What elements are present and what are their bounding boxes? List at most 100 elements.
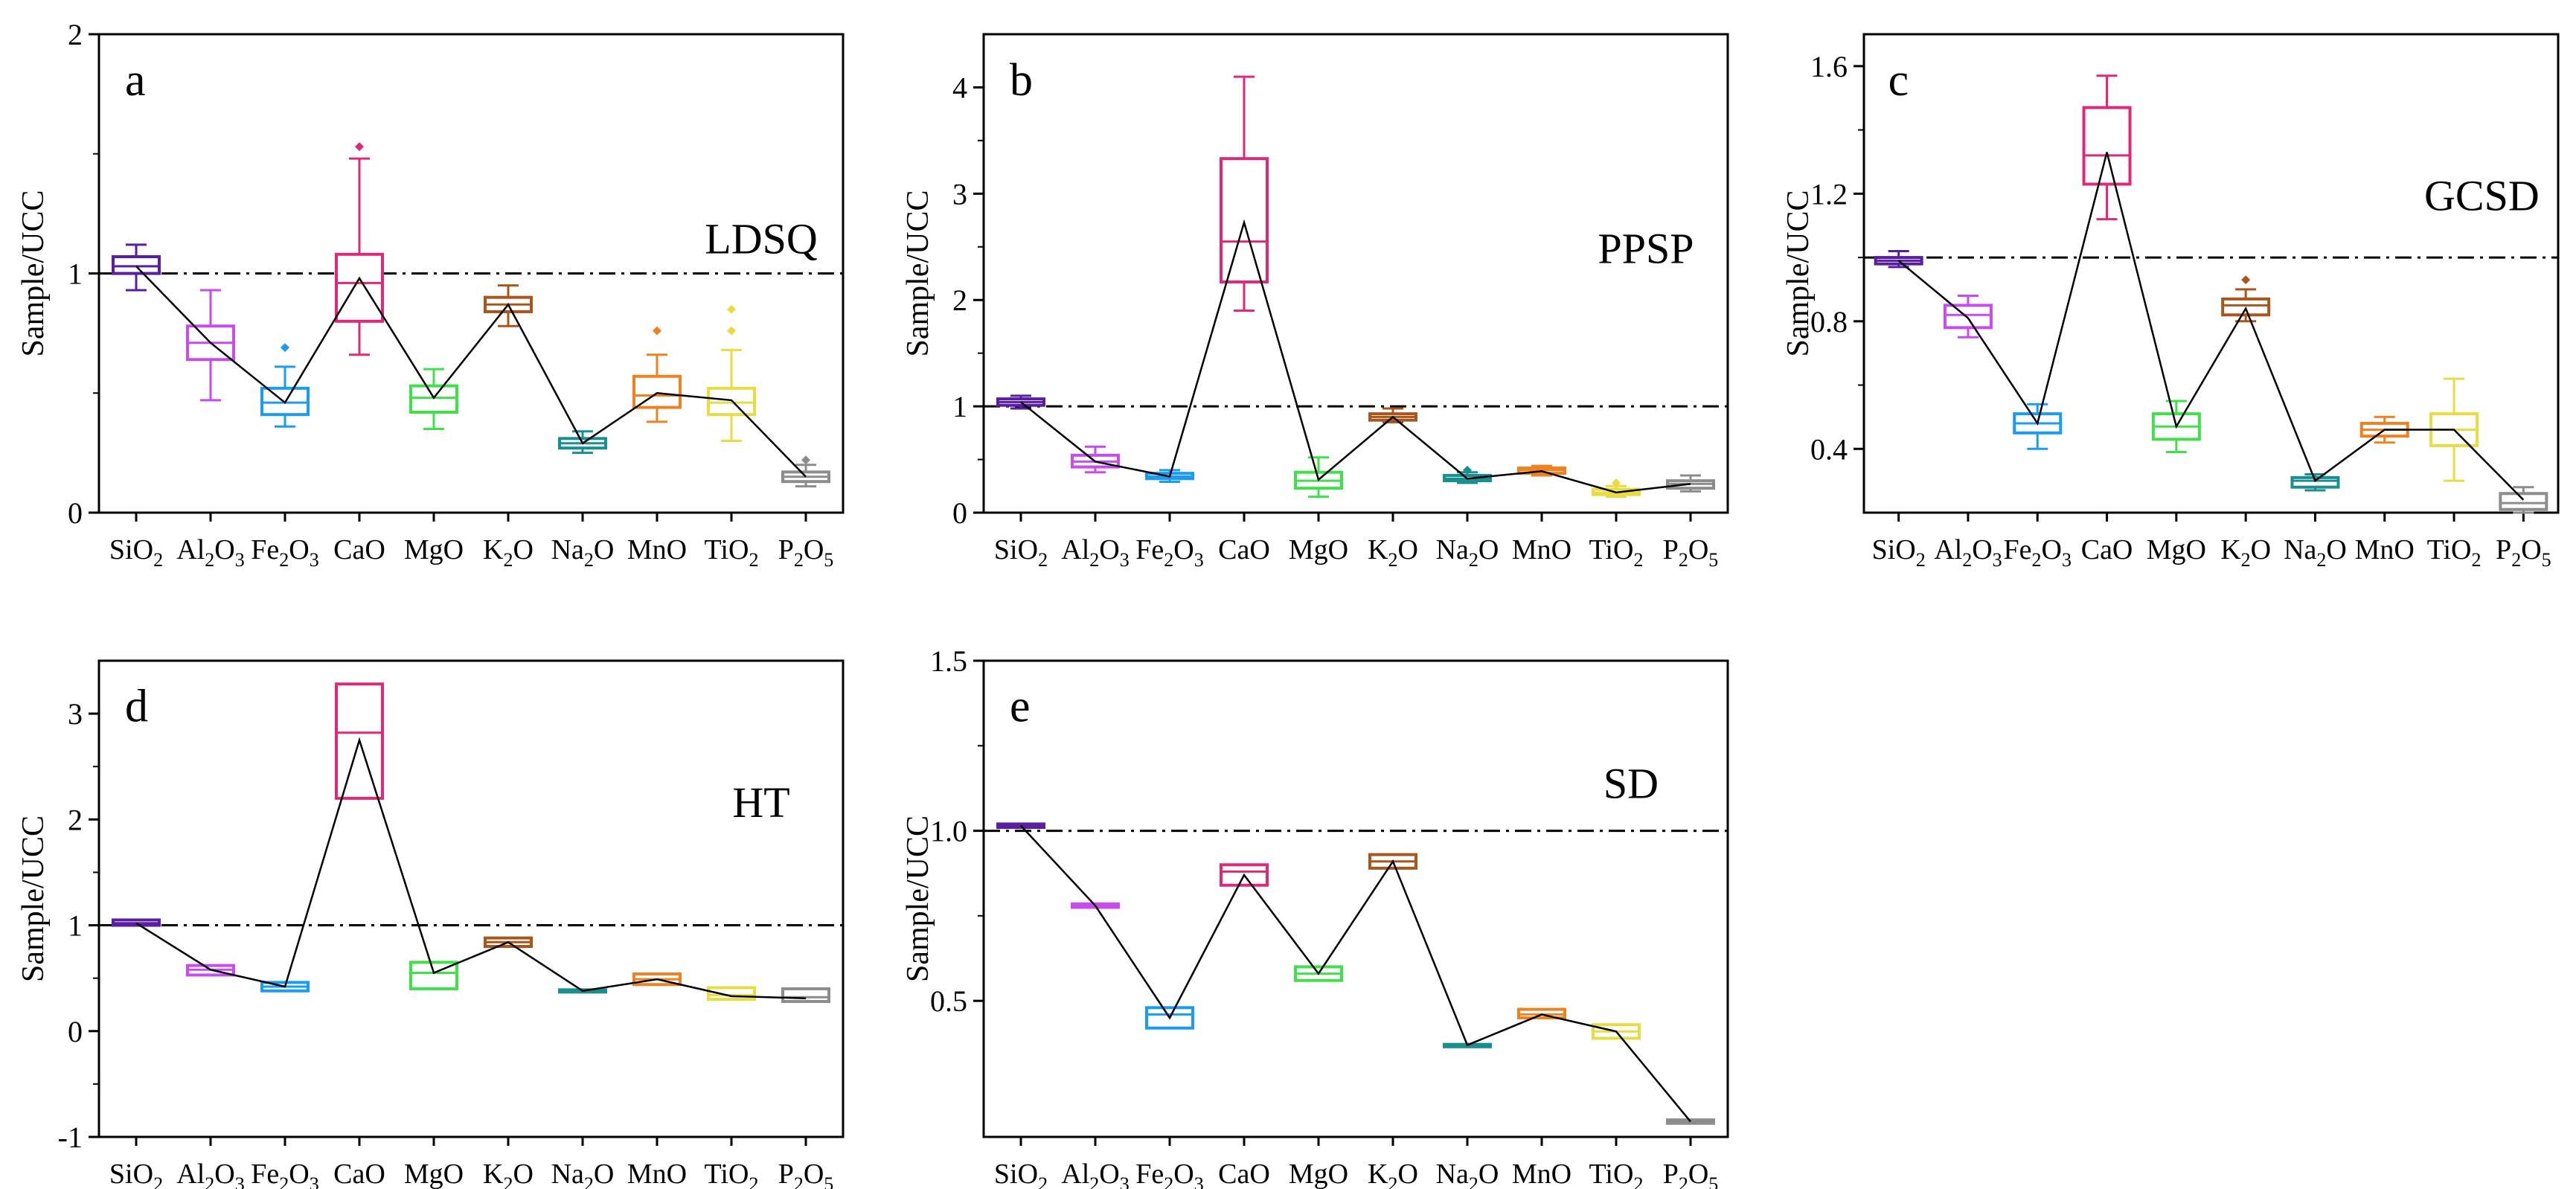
y-tick-label: 0.5 — [930, 984, 967, 1018]
site-label: LDSQ — [705, 214, 817, 263]
y-tick-label: 0 — [68, 1015, 83, 1048]
y-axis-label: Sample/UCC — [901, 190, 935, 356]
x-tick-label: MgO — [2147, 534, 2206, 565]
y-tick-label: 1.2 — [1810, 177, 1848, 211]
mean-trend-line — [1897, 152, 2525, 501]
box-body — [2499, 492, 2548, 511]
x-tick-label: CaO — [2081, 534, 2133, 565]
outlier-point — [281, 343, 289, 353]
box-MgO — [409, 961, 458, 990]
x-tick-label: P2O5 — [1663, 534, 1719, 571]
site-label: GCSD — [2424, 172, 2540, 220]
outlier-point — [1463, 465, 1472, 475]
box-body — [781, 987, 830, 1003]
y-axis-label: Sample/UCC — [1781, 190, 1816, 356]
box-body — [2082, 106, 2132, 186]
box-P2O5 — [2499, 486, 2548, 514]
x-tick-label: TiO2 — [705, 1158, 759, 1189]
x-tick-label: MnO — [1512, 1158, 1571, 1189]
mean-trend-line — [135, 265, 807, 478]
y-tick-label: 1 — [68, 909, 83, 943]
box-TiO2 — [707, 986, 756, 1001]
x-tick-label: SiO2 — [109, 534, 163, 571]
x-tick-label: Na2O — [1436, 1158, 1499, 1189]
outlier-point — [653, 326, 661, 336]
x-tick-label: Na2O — [2284, 534, 2347, 571]
panel-letter: b — [1010, 55, 1033, 106]
box-TiO2 — [707, 304, 756, 443]
x-tick-label: CaO — [333, 534, 385, 565]
panel-letter: d — [125, 682, 148, 732]
y-tick-label: 2 — [68, 18, 83, 51]
box-body — [1943, 304, 1993, 330]
outlier-point — [727, 304, 736, 314]
y-tick-label: 1.0 — [930, 815, 967, 848]
outlier-point — [355, 142, 364, 152]
y-tick-label: 3 — [68, 697, 83, 731]
x-tick-label: MgO — [1289, 1158, 1348, 1189]
panel-a: 0 1 2 Sample/UCC SiO2 Al2O3 Fe2O3 CaO MgO K2O Na2O… — [16, 18, 845, 571]
y-tick-label: 1.6 — [1810, 50, 1848, 83]
box-P2O5 — [1666, 474, 1715, 493]
x-tick-label: Na2O — [1436, 534, 1499, 571]
panel-c: 0.4 0.8 1.2 1.6 Sample/UCC SiO2 Al2O3 Fe2O3 CaO M… — [1781, 33, 2560, 571]
x-tick-label: K2O — [1368, 1158, 1418, 1189]
y-tick-label: 2 — [68, 803, 83, 836]
x-tick-label: Al2O3 — [1061, 534, 1129, 571]
box-CaO — [1220, 863, 1269, 887]
box-SiO2 — [996, 394, 1045, 410]
box-K2O — [1368, 407, 1417, 424]
box-SiO2 — [1874, 249, 1923, 269]
x-tick-label: K2O — [2220, 534, 2271, 571]
box-MnO — [632, 326, 682, 423]
box-CaO — [335, 142, 384, 356]
site-label: SD — [1603, 759, 1659, 807]
x-tick-label: TiO2 — [1589, 1158, 1644, 1189]
box-body — [707, 986, 756, 1001]
box-SiO2 — [112, 243, 161, 292]
x-tick-label: MnO — [627, 1158, 687, 1189]
x-tick-label: MnO — [2355, 534, 2415, 565]
y-tick-label: 2 — [952, 283, 967, 317]
box-Al2O3 — [186, 289, 235, 402]
y-axis-label: Sample/UCC — [16, 190, 51, 356]
box-body — [1220, 863, 1269, 887]
x-tick-label: Fe2O3 — [1135, 1158, 1203, 1189]
y-axis-label: Sample/UCC — [901, 815, 935, 982]
outlier-point — [1612, 478, 1621, 487]
x-tick-label: SiO2 — [994, 534, 1048, 571]
outlier-point — [2241, 275, 2251, 285]
box-P2O5 — [781, 987, 830, 1003]
panel-letter: c — [1888, 55, 1909, 106]
mean-trend-line — [1020, 824, 1691, 1123]
x-tick-label: Fe2O3 — [251, 534, 318, 571]
y-tick-label: 1.5 — [930, 644, 967, 678]
x-tick-label: TiO2 — [705, 534, 759, 571]
box-Al2O3 — [1943, 295, 1993, 339]
box-Al2O3 — [1071, 445, 1120, 474]
y-tick-label: 1 — [68, 257, 83, 291]
x-tick-label: K2O — [483, 1158, 534, 1189]
x-tick-label: Na2O — [551, 534, 615, 571]
plot-frame — [982, 659, 1729, 1138]
mean-trend-line — [135, 737, 807, 999]
box-Fe2O3 — [2013, 403, 2063, 450]
x-tick-label: CaO — [1218, 534, 1270, 565]
panel-e: 0.5 1.0 1.5 Sample/UCC SiO2 Al2O3 Fe2O3 CaO MgO K… — [901, 644, 1729, 1189]
mean-trend-line — [1020, 219, 1691, 494]
x-tick-label: MnO — [627, 534, 687, 565]
x-tick-label: MgO — [1289, 534, 1348, 565]
panel-b: 0 1 2 3 4 Sample/UCC SiO2 Al2O3 Fe2O3 CaO MgO K2O Na… — [901, 33, 1729, 571]
box-body — [632, 374, 682, 409]
x-tick-label: CaO — [333, 1158, 385, 1189]
x-tick-label: SiO2 — [1872, 534, 1926, 571]
x-tick-label: MgO — [404, 534, 464, 565]
x-tick-label: SiO2 — [994, 1158, 1048, 1189]
box-Na2O — [1443, 465, 1492, 484]
x-tick-label: TiO2 — [1589, 534, 1644, 571]
y-tick-label: 0 — [952, 496, 967, 530]
plot-frame — [1862, 33, 2560, 514]
x-tick-label: K2O — [483, 534, 534, 571]
